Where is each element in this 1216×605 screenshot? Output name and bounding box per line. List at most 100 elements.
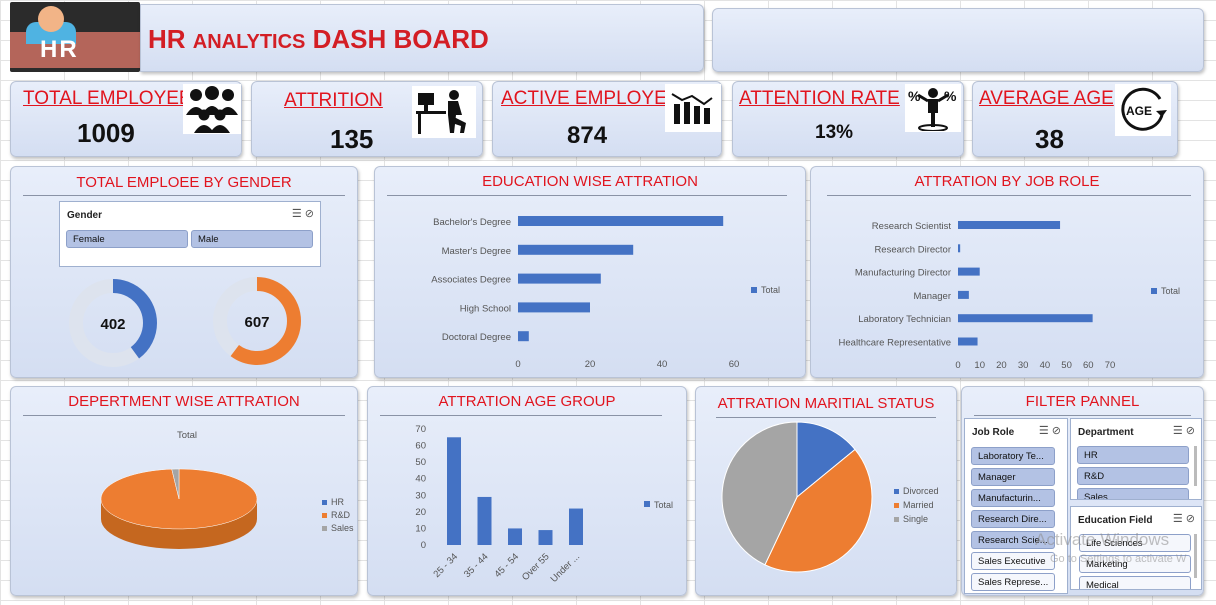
- kpi-label: TOTAL EMPLOYEES: [23, 88, 205, 109]
- legend-swatch: [1151, 288, 1157, 294]
- pie-slice: [721, 421, 798, 566]
- department-option[interactable]: R&D: [1077, 467, 1189, 485]
- department-scrollbar[interactable]: [1194, 446, 1197, 486]
- pie-slice: [764, 448, 873, 573]
- logo-person-body: [26, 22, 76, 44]
- dashboard-title: HR ANALYTICS DASH BOARD: [148, 24, 489, 54]
- marital-panel-title: ATTRATION MARITIAL STATUS: [717, 395, 935, 412]
- logo-text: HR: [40, 36, 79, 63]
- job-role-option[interactable]: Research Dire...: [971, 510, 1055, 528]
- job-role-slicer[interactable]: Job Role ☰ ⊘ Laboratory Te... Manager Ma…: [964, 418, 1068, 594]
- tick-label: 10: [974, 360, 985, 371]
- gender-option-male[interactable]: Male: [191, 230, 313, 248]
- age-cycle-icon: AGE: [1115, 84, 1171, 136]
- pie-slice: [796, 421, 856, 499]
- slicer-clear-filter-icon[interactable]: ☰ ⊘: [291, 208, 314, 220]
- svg-text:%: %: [908, 88, 921, 104]
- job-role-option[interactable]: Sales Represe...: [971, 573, 1055, 591]
- gender-panel-title: TOTAL EMPLOEE BY GENDER: [76, 174, 292, 191]
- education-field-option[interactable]: Life Sciences: [1079, 534, 1191, 552]
- job-role-option[interactable]: Manager: [971, 468, 1055, 486]
- legend-label: Total: [654, 500, 673, 510]
- tick-label: 20: [585, 359, 596, 370]
- job-role-bar-chart: Research Scientist Research Director Manuf…: [839, 221, 1180, 371]
- legend-label: R&D: [331, 510, 351, 520]
- job-role-panel: ATTRATION BY JOB ROLE Research Scientist…: [810, 166, 1204, 378]
- tick-label: 60: [415, 441, 426, 452]
- legend-swatch: [751, 287, 757, 293]
- education-field-scrollbar[interactable]: [1194, 534, 1197, 578]
- kpi-attention-rate: ATTENTION RATE 13% % %: [732, 81, 964, 157]
- kpi-label: ATTRITION: [284, 90, 383, 111]
- department-option[interactable]: HR: [1077, 446, 1189, 464]
- kpi-value: 38: [1035, 124, 1064, 154]
- category-label: Healthcare Representative: [839, 338, 951, 349]
- education-field-option[interactable]: Marketing: [1079, 555, 1191, 573]
- department-panel-title: DEPERTMENT WISE ATTRATION: [68, 393, 300, 410]
- category-label: Associates Degree: [431, 275, 511, 286]
- gender-option-female[interactable]: Female: [66, 230, 188, 248]
- bar: [447, 437, 461, 545]
- category-label: Master's Degree: [442, 246, 511, 257]
- job-role-option[interactable]: Research Scie...: [971, 531, 1055, 549]
- job-role-option[interactable]: Sales Executive: [971, 552, 1055, 570]
- age-group-bar-chart: 0 10 20 30 40 50 60 70 25 - 34 35 - 44 45 - 54Over…: [415, 424, 673, 585]
- gender-donut-charts: 402 607: [69, 277, 301, 367]
- bar: [958, 221, 1061, 229]
- kpi-value: 13%: [815, 122, 854, 143]
- legend-swatch: [894, 503, 899, 508]
- bar: [958, 314, 1093, 323]
- category-label: Manufacturing Director: [855, 268, 951, 279]
- tick-label: 40: [415, 474, 426, 485]
- bar: [518, 302, 590, 313]
- bar: [508, 528, 522, 545]
- marital-panel: ATTRATION MARITIAL STATUS Divorced Marrie…: [695, 386, 957, 596]
- team-chart-icon: [665, 84, 721, 132]
- filter-panel-title: FILTER PANNEL: [1025, 393, 1140, 410]
- category-label: Over 55: [520, 551, 552, 583]
- marital-pie-chart: Divorced Married Single: [721, 421, 939, 573]
- pie-side: [101, 499, 257, 549]
- logo-person-head: [38, 6, 64, 32]
- tick-label: 30: [415, 490, 426, 501]
- tick-label: 30: [1018, 360, 1029, 371]
- tick-label: 40: [1040, 360, 1051, 371]
- department-option[interactable]: Sales: [1077, 488, 1189, 499]
- slicer-clear-filter-icon[interactable]: ☰ ⊘: [1038, 425, 1061, 437]
- kpi-total-employees: TOTAL EMPLOYEES 1009: [10, 81, 242, 157]
- legend-label: Sales: [331, 523, 354, 533]
- svg-text:%: %: [944, 88, 957, 104]
- category-label: Manager: [914, 291, 952, 302]
- slicer-clear-filter-icon[interactable]: ☰ ⊘: [1172, 513, 1195, 525]
- education-field-slicer[interactable]: Education Field ☰ ⊘ Life Sciences Market…: [1070, 506, 1202, 590]
- category-label: Under ...: [549, 551, 583, 585]
- bar: [538, 530, 553, 545]
- tick-label: 20: [415, 507, 426, 518]
- category-label: Doctoral Degree: [442, 332, 511, 343]
- slicer-clear-filter-icon[interactable]: ☰ ⊘: [1172, 425, 1195, 437]
- tick-label: 0: [421, 540, 426, 551]
- slicer-title: Job Role: [972, 427, 1015, 438]
- legend-swatch: [322, 526, 327, 531]
- job-role-option[interactable]: Laboratory Te...: [971, 447, 1055, 465]
- bar: [518, 331, 529, 342]
- gender-slicer[interactable]: Gender ☰ ⊘ Female Male: [59, 201, 321, 267]
- tick-label: 70: [1105, 360, 1116, 371]
- kpi-label: ACTIVE EMPLOYEES: [501, 88, 693, 109]
- tick-label: 0: [515, 359, 520, 370]
- female-donut-arc: [69, 279, 157, 367]
- job-role-option[interactable]: Manufacturin...: [971, 489, 1055, 507]
- title-divider: [23, 195, 345, 196]
- category-label: 45 - 54: [492, 551, 521, 580]
- education-field-option[interactable]: Medical: [1079, 576, 1191, 589]
- legend-label: Total: [1161, 286, 1180, 296]
- person-percent-icon: % %: [905, 84, 961, 132]
- legend-label: HR: [331, 497, 344, 507]
- slicer-title: Gender: [67, 210, 103, 221]
- department-slicer[interactable]: Department ☰ ⊘ HR R&D Sales: [1070, 418, 1202, 500]
- male-donut-value: 607: [244, 314, 269, 331]
- header-title-bar: [140, 4, 704, 72]
- kpi-active-employees: ACTIVE EMPLOYEES 874: [492, 81, 722, 157]
- title-divider: [387, 195, 787, 196]
- tick-label: 60: [1083, 360, 1094, 371]
